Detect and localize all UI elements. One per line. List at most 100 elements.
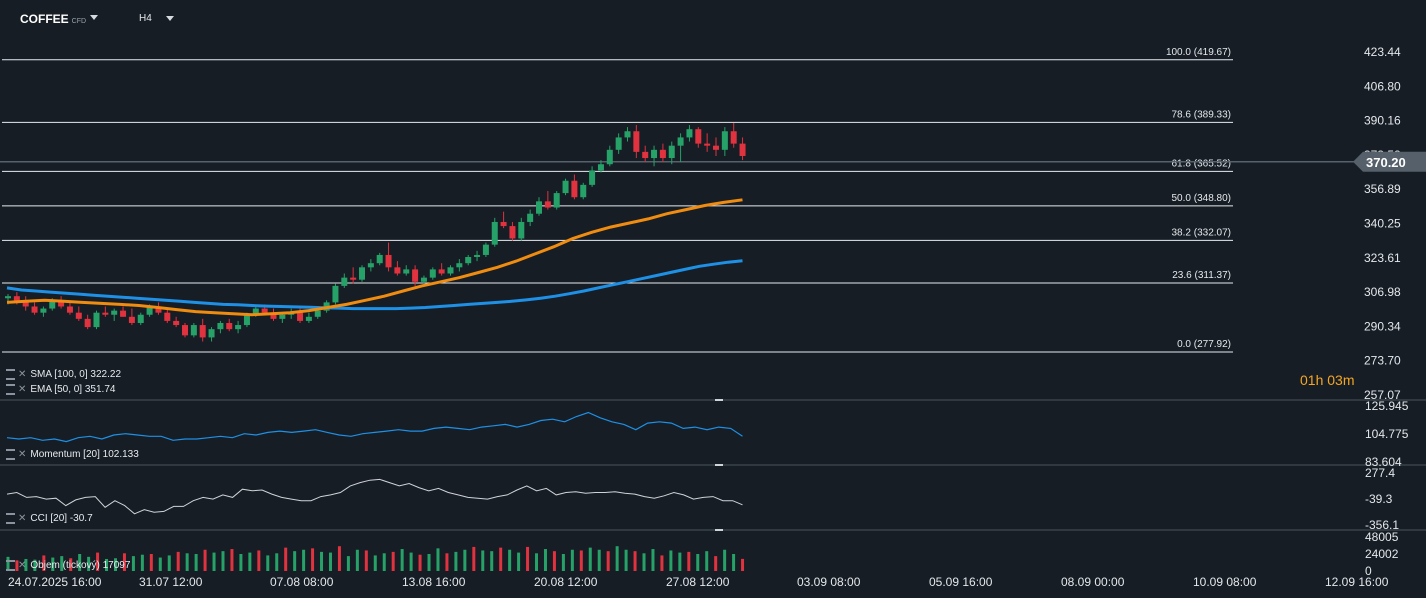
volume-bar (24, 558, 28, 571)
volume-bar (364, 550, 368, 571)
volume-bar (185, 553, 189, 571)
volume-bar (660, 555, 664, 571)
candle-body (624, 131, 631, 138)
x-tick-label: 12.09 16:00 (1325, 575, 1389, 589)
volume-bar (311, 548, 315, 571)
candle-body (500, 221, 507, 227)
candle-body (695, 129, 702, 144)
x-tick-label: 24.07.2025 16:00 (8, 575, 102, 589)
volume-bar (687, 551, 691, 571)
x-tick-label: 27.08 12:00 (666, 575, 730, 589)
fib-level-label: 61.8 (365.52) (1172, 158, 1232, 169)
symbol-tag: CFD (71, 18, 87, 25)
volume-bar (526, 546, 530, 571)
volume-bar (705, 551, 709, 571)
volume-bar (624, 549, 628, 571)
volume-y-tick: 0 (1365, 564, 1372, 578)
volume-bar (552, 551, 556, 571)
volume-legend-text: Objem (tickový) 17097 (30, 560, 131, 572)
volume-bar (230, 549, 234, 571)
candle-countdown: 01h 03m (1300, 372, 1355, 388)
volume-bar (732, 554, 736, 571)
volume-bar (320, 551, 324, 571)
x-tick-label: 05.09 16:00 (929, 575, 993, 589)
volume-bar (33, 559, 37, 571)
candle-body (359, 267, 365, 280)
volume-bar (167, 555, 171, 571)
candle-body (84, 318, 91, 328)
candle-body (58, 300, 65, 307)
volume-bar (543, 549, 547, 571)
candle-body (93, 312, 100, 328)
candle-body (252, 308, 259, 315)
ema-line (6, 198, 743, 317)
volume-bar (328, 552, 332, 571)
pane-resize-handle (715, 399, 723, 401)
volume-bar (60, 556, 64, 571)
volume-bar (149, 554, 153, 571)
settings-icon[interactable] (6, 560, 15, 571)
volume-bar (140, 554, 144, 571)
volume-bar (346, 556, 350, 571)
volume-bar (284, 547, 288, 571)
volume-bar (337, 546, 341, 571)
symbol-selector[interactable]: COFFEE CFD (20, 12, 86, 26)
close-icon[interactable]: ✕ (18, 449, 27, 461)
candle-body (730, 131, 737, 144)
x-tick-label: 03.09 08:00 (797, 575, 861, 589)
candle-body (75, 312, 82, 319)
candle-body (297, 312, 304, 321)
candle-body (314, 310, 321, 317)
candle-body (120, 310, 127, 317)
close-icon[interactable]: ✕ (18, 369, 27, 381)
momentum-legend-text: Momentum [20] 102.133 (30, 449, 139, 461)
settings-icon[interactable] (6, 384, 15, 395)
settings-icon[interactable] (6, 513, 15, 524)
close-icon[interactable]: ✕ (18, 560, 27, 572)
candle-body (102, 312, 109, 315)
volume-bar (257, 550, 261, 571)
volume-bar (651, 549, 655, 571)
candle-body (199, 325, 206, 338)
cci-legend-text: CCI [20] -30.7 (30, 513, 93, 525)
candle-body (137, 314, 144, 323)
close-icon[interactable]: ✕ (18, 384, 27, 396)
x-tick-label: 31.07 12:00 (139, 575, 203, 589)
candle-body (305, 316, 312, 321)
volume-bar (561, 554, 565, 571)
volume-bar (409, 552, 413, 571)
candle-body (509, 226, 516, 239)
candle-body (66, 306, 73, 313)
volume-bar (248, 552, 252, 571)
fib-level-label: 100.0 (419.67) (1166, 47, 1231, 58)
y-tick-label: 406.80 (1364, 79, 1401, 93)
close-icon[interactable]: ✕ (18, 513, 27, 525)
candle-body (615, 137, 622, 150)
settings-icon[interactable] (6, 369, 15, 380)
volume-bar (221, 551, 225, 571)
pane-resize-handle (715, 464, 723, 466)
candle-body (403, 269, 410, 274)
settings-icon[interactable] (6, 449, 15, 460)
timeframe-chevron-down-icon[interactable] (166, 16, 174, 21)
symbol-chevron-down-icon[interactable] (90, 15, 98, 20)
fib-level-label: 78.6 (389.33) (1172, 109, 1232, 120)
volume-bar (51, 557, 55, 571)
volume-y-tick: 48005 (1365, 530, 1399, 544)
volume-legend: ✕ Objem (tickový) 17097 (6, 560, 130, 571)
candle-body (226, 322, 233, 330)
timeframe-selector[interactable]: H4 (139, 13, 152, 24)
x-tick-label: 20.08 12:00 (534, 575, 598, 589)
candle-body (332, 285, 339, 303)
ema-legend-text: EMA [50, 0] 351.74 (30, 384, 116, 396)
candle-body (713, 145, 719, 150)
volume-bar (714, 556, 718, 571)
candle-body (482, 244, 489, 255)
ema-legend: ✕ EMA [50, 0] 351.74 (6, 384, 115, 395)
volume-bar (741, 558, 745, 571)
candle-body (704, 143, 711, 146)
candle-body (721, 131, 728, 150)
candle-body (270, 312, 277, 319)
candle-body (447, 267, 454, 274)
